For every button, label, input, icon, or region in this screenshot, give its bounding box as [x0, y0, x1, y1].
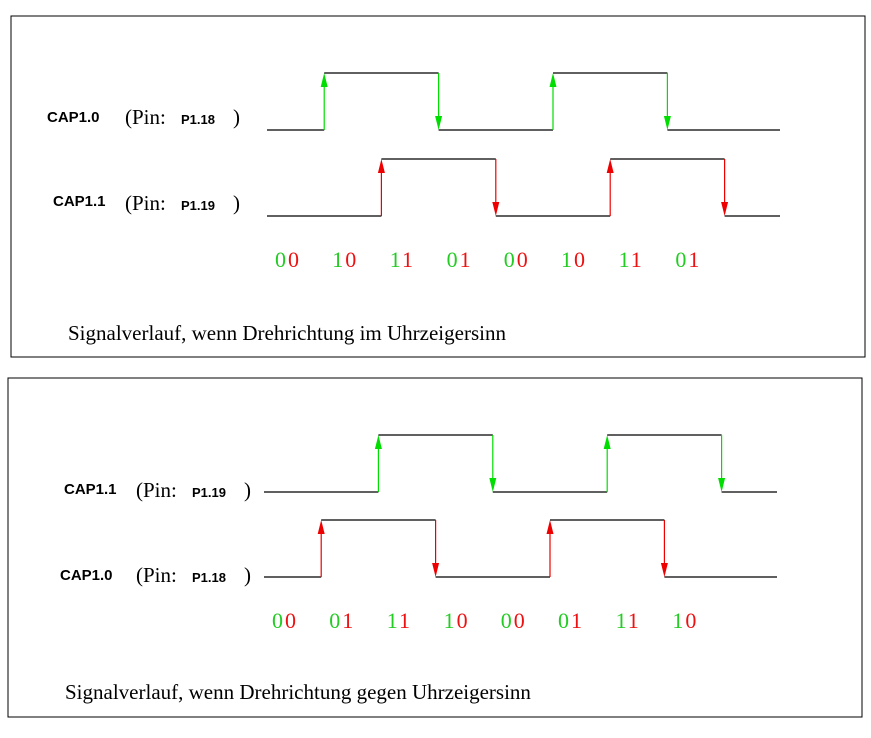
- signal-name: CAP1.0: [60, 567, 113, 584]
- signal-row: CAP1.1 (Pin: P1.19 ): [53, 158, 780, 217]
- state-label: 10: [561, 247, 585, 272]
- pin-suffix: ): [244, 478, 251, 502]
- state-bit: 0: [288, 247, 299, 272]
- pin-label: P1.19: [192, 485, 226, 500]
- state-bit: 1: [616, 608, 626, 633]
- falling-edge-arrow: [718, 478, 726, 492]
- state-bit: 1: [628, 608, 639, 633]
- falling-edge-arrow: [660, 563, 668, 577]
- state-bit: 1: [444, 608, 455, 633]
- state-label: 10: [332, 247, 356, 272]
- state-bit: 1: [399, 608, 410, 633]
- state-bit: 0: [504, 247, 515, 272]
- state-label: 11: [387, 608, 410, 633]
- state-bit: 1: [332, 247, 343, 272]
- pin-suffix: ): [233, 105, 240, 129]
- pin-label: P1.18: [192, 570, 226, 585]
- state-bit: 1: [390, 247, 400, 272]
- signal-row: CAP1.0 (Pin: P1.18 ): [60, 519, 777, 587]
- panel-caption: Signalverlauf, wenn Drehrichtung im Uhrz…: [68, 321, 506, 345]
- rising-edge-arrow: [374, 435, 382, 449]
- rising-edge-arrow: [377, 159, 385, 173]
- state-bit: 1: [460, 247, 471, 272]
- state-bit: 1: [619, 247, 629, 272]
- state-label: 11: [619, 247, 642, 272]
- pin-prefix: (Pin:: [136, 478, 177, 502]
- state-bit: 1: [672, 608, 683, 633]
- state-label: 01: [447, 247, 471, 272]
- signal-waveform: [267, 158, 780, 217]
- state-sequence: 00 10 11 01 00 10 11 01: [275, 247, 699, 272]
- pin-prefix: (Pin:: [125, 191, 166, 215]
- pin-prefix: (Pin:: [125, 105, 166, 129]
- falling-edge-arrow: [492, 202, 500, 216]
- state-bit: 0: [685, 608, 696, 633]
- rising-edge-arrow: [317, 520, 325, 534]
- state-bit: 1: [402, 247, 413, 272]
- state-bit: 0: [501, 608, 512, 633]
- state-label: 01: [329, 608, 353, 633]
- pin-label: P1.18: [181, 112, 215, 127]
- state-bit: 1: [561, 247, 572, 272]
- panel-frame: [10, 15, 866, 358]
- signal-waveform: [264, 434, 777, 493]
- state-label: 00: [504, 247, 528, 272]
- state-bit: 0: [447, 247, 458, 272]
- signal-waveform: [264, 519, 777, 578]
- panel-counterclockwise: CAP1.1 (Pin: P1.19 ) CAP1.0 (Pin: P1.18 …: [7, 377, 863, 718]
- state-bit: 1: [571, 608, 582, 633]
- signal-name: CAP1.0: [47, 109, 100, 126]
- state-bit: 0: [272, 608, 283, 633]
- state-bit: 0: [574, 247, 585, 272]
- signal-row: CAP1.1 (Pin: P1.19 ): [64, 434, 777, 502]
- rising-edge-arrow: [603, 435, 611, 449]
- pin-label: P1.19: [181, 198, 215, 213]
- state-bit: 1: [387, 608, 397, 633]
- state-bit: 0: [558, 608, 569, 633]
- rising-edge-arrow: [549, 73, 557, 87]
- state-bit: 1: [631, 247, 642, 272]
- state-bit: 0: [457, 608, 468, 633]
- signal-name: CAP1.1: [53, 193, 106, 210]
- state-label: 10: [444, 608, 468, 633]
- rising-edge-arrow: [606, 159, 614, 173]
- pin-suffix: ): [244, 563, 251, 587]
- state-bit: 0: [275, 247, 286, 272]
- state-label: 00: [501, 608, 525, 633]
- falling-edge-arrow: [721, 202, 729, 216]
- signal-row: CAP1.0 (Pin: P1.18 ): [47, 72, 780, 131]
- rising-edge-arrow: [320, 73, 328, 87]
- state-label: 11: [390, 247, 413, 272]
- state-bit: 0: [514, 608, 525, 633]
- state-label: 10: [672, 608, 696, 633]
- falling-edge-arrow: [432, 563, 440, 577]
- falling-edge-arrow: [435, 116, 443, 130]
- panel-frame: [7, 377, 863, 718]
- pin-prefix: (Pin:: [136, 563, 177, 587]
- signal-name: CAP1.1: [64, 481, 117, 498]
- rising-edge-arrow: [546, 520, 554, 534]
- signal-waveform: [267, 72, 780, 131]
- falling-edge-arrow: [489, 478, 497, 492]
- state-label: 01: [558, 608, 582, 633]
- falling-edge-arrow: [663, 116, 671, 130]
- state-label: 00: [272, 608, 296, 633]
- panel-caption: Signalverlauf, wenn Drehrichtung gegen U…: [65, 680, 531, 704]
- state-bit: 1: [342, 608, 353, 633]
- state-bit: 0: [517, 247, 528, 272]
- state-label: 11: [616, 608, 639, 633]
- state-bit: 0: [345, 247, 356, 272]
- state-bit: 0: [285, 608, 296, 633]
- state-label: 00: [275, 247, 299, 272]
- state-bit: 0: [329, 608, 340, 633]
- state-bit: 1: [688, 247, 699, 272]
- state-sequence: 00 01 11 10 00 01 11 10: [272, 608, 696, 633]
- state-bit: 0: [675, 247, 686, 272]
- pin-suffix: ): [233, 191, 240, 215]
- state-label: 01: [675, 247, 699, 272]
- panel-clockwise: CAP1.0 (Pin: P1.18 ) CAP1.1 (Pin: P1.19 …: [10, 15, 866, 358]
